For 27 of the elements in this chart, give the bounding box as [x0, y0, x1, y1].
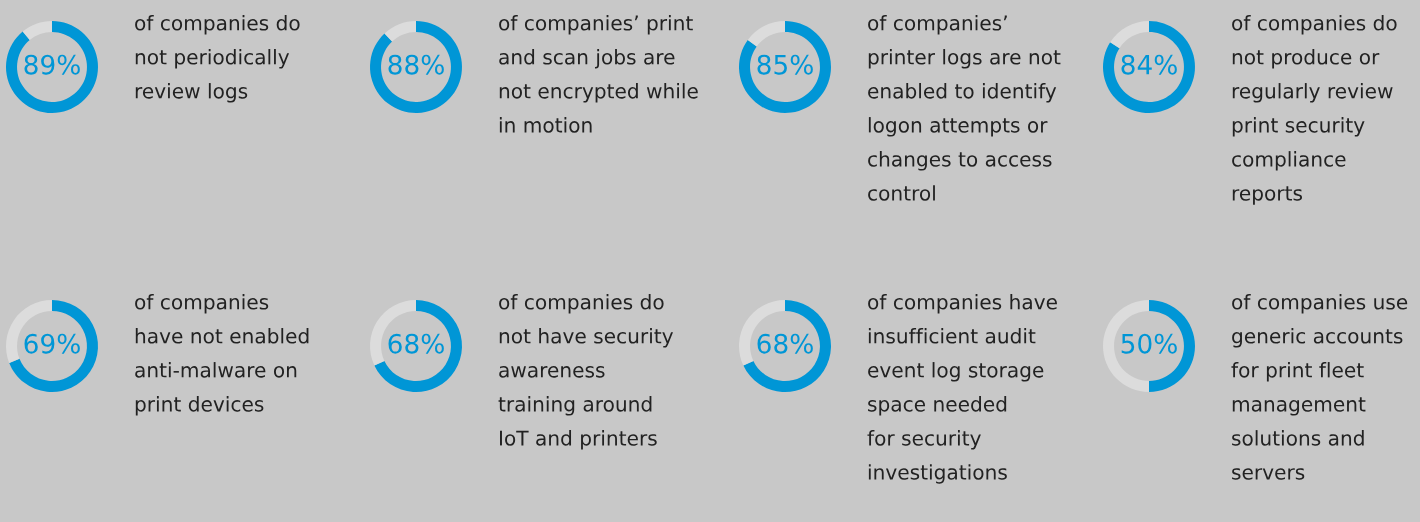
donut-slice [374, 300, 462, 392]
donut-slice [1103, 21, 1195, 113]
text: of companies use generic accounts for print fleet management solutions and servers [1231, 294, 1408, 480]
donut-slice [1110, 21, 1149, 49]
donut-slice [384, 21, 416, 42]
text: of companies have not enabled anti-malware on print devices [135, 294, 309, 416]
donut-slice [743, 300, 831, 392]
text: of companies do not have security awareness training around IoT and printers [498, 294, 674, 450]
donut-slice [9, 300, 98, 392]
donut-slice [370, 21, 462, 113]
text: of companies have insufficient audit event log storage space needed for security investigations [867, 294, 1057, 484]
data-label: 69% [24, 333, 80, 354]
text: of companies’ print and scan jobs are not encrypted while in motion [499, 15, 698, 133]
data-label: 50% [1121, 333, 1177, 354]
data-label: 68% [757, 333, 813, 354]
data-label: 88% [388, 54, 444, 75]
text: of companies do not periodically review logs [135, 15, 300, 103]
donut-slice [747, 21, 785, 47]
data-label: 68% [388, 333, 444, 354]
text: of companies do not produce or regularly review print security compliance reports [1232, 15, 1397, 205]
text: of companies’ printer logs are not enabled to identify logon attempts or changes to access control [868, 15, 1061, 201]
donut-slice [739, 21, 831, 113]
donut-slice [6, 21, 98, 113]
data-label: 85% [757, 54, 813, 75]
data-label: 84% [1121, 54, 1177, 75]
donut-slice [22, 21, 52, 41]
data-label: 89% [24, 54, 80, 75]
